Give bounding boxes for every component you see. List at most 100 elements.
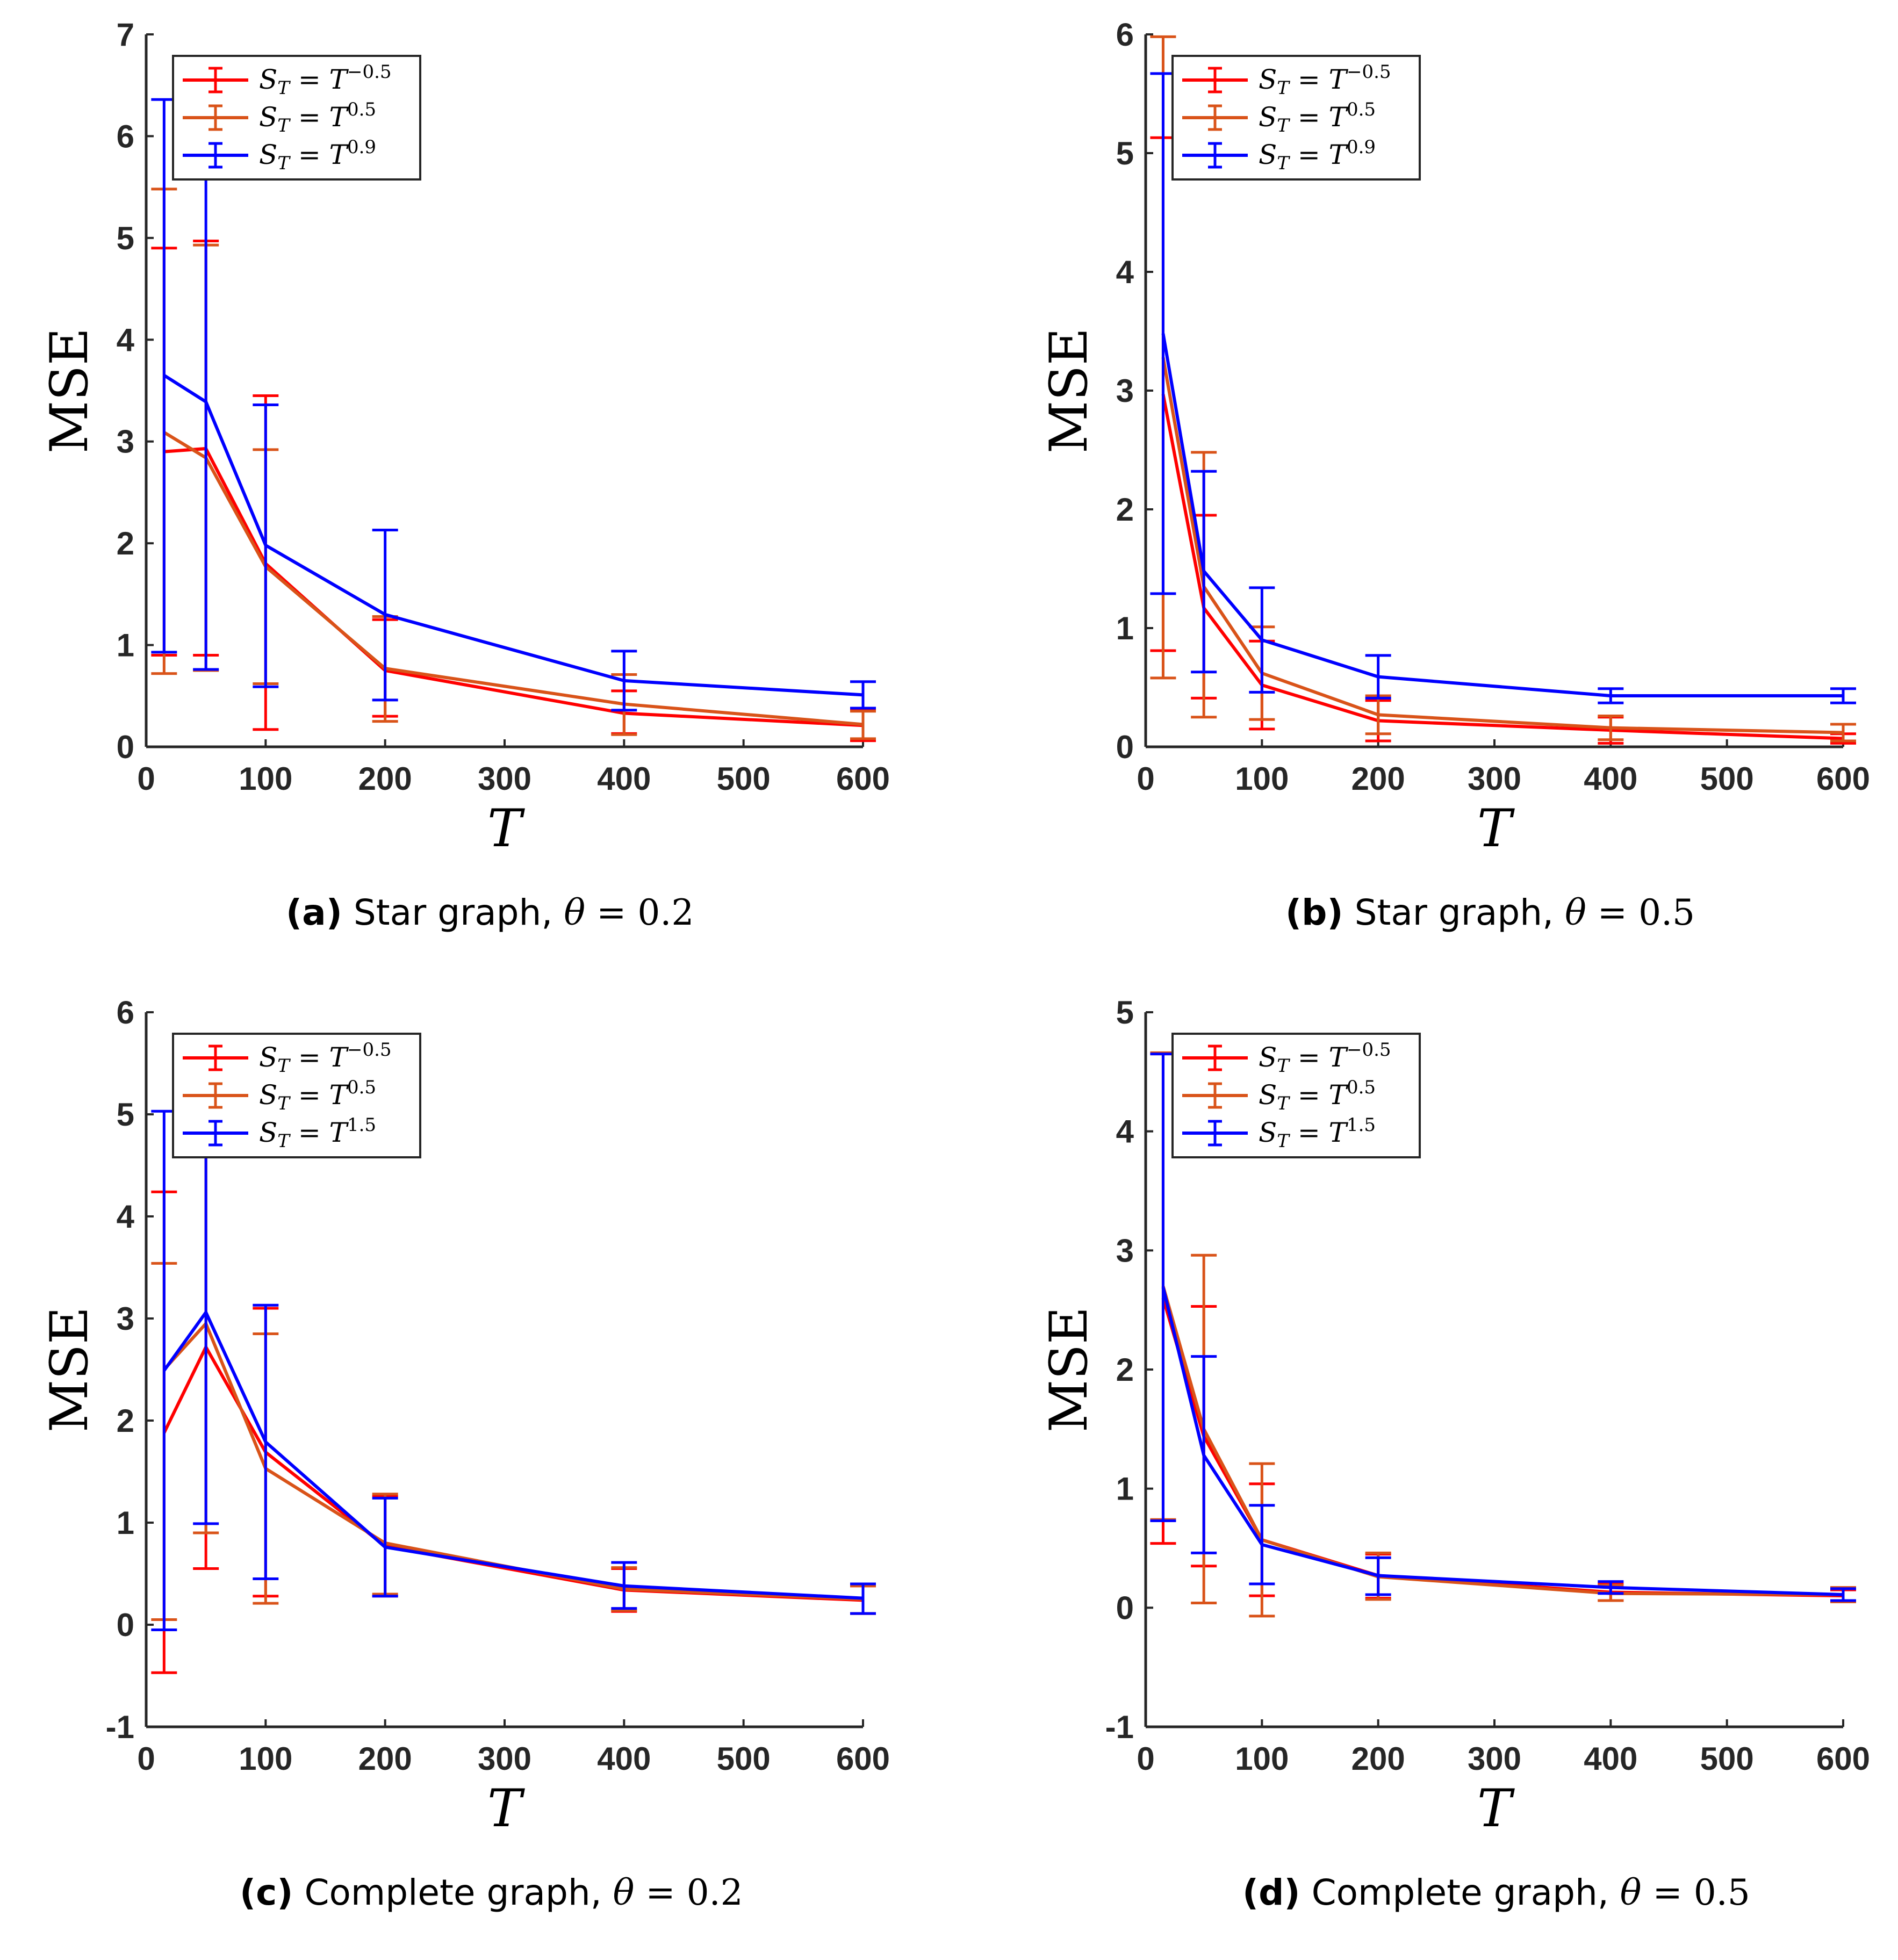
caption-label: (c) [240,1872,293,1913]
caption-value: 0.5 [1638,892,1695,933]
x-tick-label: 200 [1351,1741,1405,1777]
legend-item: ST = T0.5 [1182,1077,1376,1114]
y-tick-label: 6 [1116,17,1134,53]
legend-item: ST = T−0.5 [183,61,392,99]
x-tick-label: 100 [239,761,292,797]
series-line [163,431,864,726]
legend-label: ST = T−0.5 [259,1039,392,1077]
legend-exponent: −0.5 [1347,1039,1391,1061]
y-tick-label: 1 [117,628,134,664]
series-line [1161,1287,1844,1596]
legend-base: S [1259,1079,1277,1111]
error-bar [1191,470,1217,674]
caption-value: 0.2 [637,892,694,933]
legend-item: ST = T0.9 [1182,136,1376,174]
legend-base: S [259,102,277,133]
error-bar [1598,715,1624,741]
caption-value: 0.5 [1693,1872,1750,1913]
y-axis-label: MSE [1039,1307,1099,1432]
x-axis-label: T [487,1778,525,1839]
y-tick-label: 2 [1116,1352,1134,1388]
legend-subscript: T [277,1093,291,1114]
y-tick-label: 2 [117,525,134,561]
legend-subscript: T [277,115,291,136]
legend-base: S [259,64,277,95]
x-tick-label: 500 [1700,761,1754,797]
x-tick-label: 600 [1816,1741,1870,1777]
legend-label: ST = T0.5 [1259,99,1376,136]
y-tick-label: 1 [1116,610,1134,646]
error-bar [151,1109,177,1631]
x-tick-label: 200 [358,761,412,797]
series-0 [151,1123,876,1674]
x-tick-label: 600 [1816,761,1870,797]
panel-b: 0 100 200 300 400 500 600 0 1 2 3 4 5 6 T MSE ST = T−0.5… [1003,0,1898,980]
y-tick-label: 3 [117,424,134,460]
caption-text: Complete graph, [304,1872,613,1913]
legend-eq: = T [290,64,349,95]
legend-item: ST = T1.5 [183,1114,376,1152]
y-tick-label: 6 [117,995,134,1031]
legend-eq: = T [1289,1042,1349,1073]
legend-subscript: T [1277,1055,1290,1077]
x-tick-label: 100 [239,1741,292,1777]
legend-subscript: T [1277,1093,1290,1114]
legend-label: ST = T−0.5 [1259,1039,1391,1077]
x-tick-label: 500 [1700,1741,1754,1777]
error-bar [253,403,279,688]
x-tick-label: 100 [1235,761,1289,797]
legend-subscript: T [277,153,291,174]
caption-eq: = [634,1872,687,1913]
legend-subscript: T [1277,153,1290,174]
caption-b: (b) Star graph, θ = 0.5 [1285,892,1695,933]
legend-base: S [1259,102,1277,133]
series-2 [151,98,876,712]
x-tick-label: 0 [137,761,155,797]
y-tick-label: 4 [1116,1114,1134,1150]
y-tick-label: 4 [1116,254,1134,290]
series-line [162,1310,864,1600]
x-tick-label: 0 [137,1741,155,1777]
legend-exponent: −0.5 [347,1039,392,1061]
legend-eq: = T [1289,139,1349,170]
y-tick-label: 5 [1116,995,1134,1031]
error-bar [1365,1556,1391,1596]
y-tick-label: 6 [117,118,134,154]
series-line [163,374,864,697]
legend: ST = T−0.5 ST = T0.5ST = T1.5 [1171,1033,1421,1158]
series-1 [151,188,876,740]
series-2 [1150,72,1856,704]
y-tick-label: 0 [1116,729,1134,765]
legend-subscript: T [277,1130,291,1152]
caption-c: (c) Complete graph, θ = 0.2 [240,1872,743,1913]
x-tick-label: 600 [836,1741,890,1777]
caption-label: (d) [1242,1872,1300,1913]
legend-exponent: 1.5 [1347,1114,1376,1136]
legend-label: ST = T−0.5 [259,61,392,99]
y-tick-label: 0 [117,1607,134,1643]
caption-value: 0.2 [686,1872,743,1913]
y-tick-label: 2 [1116,492,1134,528]
legend-label: ST = T1.5 [1259,1114,1376,1152]
x-tick-label: 300 [478,1741,531,1777]
legend-exponent: 0.5 [1347,99,1376,120]
error-bar [1191,1355,1217,1554]
legend-exponent: 0.5 [347,99,376,120]
series-line [1161,357,1844,734]
legend-label: ST = T0.5 [259,1077,376,1114]
panel-c: 0 100 200 300 400 500 600 -1 0 1 2 3 4 5 6 T MSE ST = T−0… [0,980,949,1960]
legend-item: ST = T−0.5 [1182,61,1391,99]
y-tick-label: -1 [1105,1709,1134,1745]
error-bar [850,1582,876,1615]
error-bar [1249,1504,1275,1586]
legend-exponent: 0.9 [1347,136,1376,158]
caption-label: (a) [286,892,342,933]
x-tick-label: 400 [1584,761,1637,797]
x-tick-label: 200 [358,1741,412,1777]
y-axis-label: MSE [1039,328,1099,453]
x-tick-label: 600 [836,761,890,797]
legend-exponent: 0.9 [347,136,376,158]
error-bar [611,1561,637,1610]
